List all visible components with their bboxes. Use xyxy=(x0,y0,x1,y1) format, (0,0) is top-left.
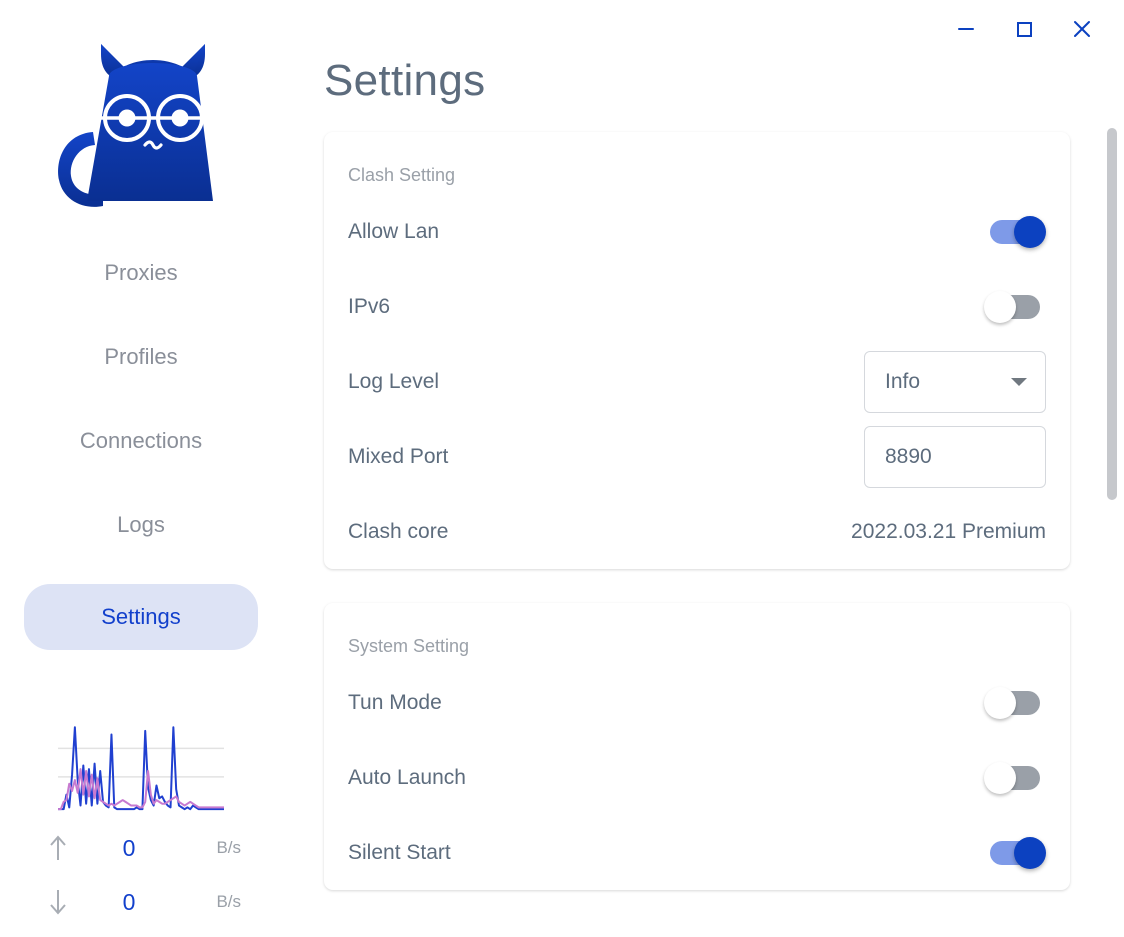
row-label: Allow Lan xyxy=(348,219,440,243)
sidebar-item-label: Proxies xyxy=(104,260,178,285)
row-label: Tun Mode xyxy=(348,690,442,714)
row-label: Auto Launch xyxy=(348,765,466,789)
download-speed-value: 0 xyxy=(122,888,136,915)
clash-cat-logo-icon xyxy=(58,44,213,207)
maximize-icon xyxy=(1017,22,1032,37)
sidebar-item-logs[interactable]: Logs xyxy=(24,500,258,550)
card-title: System Setting xyxy=(348,636,470,656)
minimize-button[interactable] xyxy=(944,9,988,49)
switch-thumb xyxy=(1014,836,1046,869)
upload-speed-unit: B/s xyxy=(216,838,241,857)
row-silent-start: Silent Start xyxy=(348,815,1046,890)
row-log-level: Log Level Info xyxy=(348,344,1046,419)
clash-setting-card: Clash Setting Allow Lan IPv6 Log Level xyxy=(324,132,1070,569)
switch-thumb xyxy=(984,686,1016,719)
silent-start-switch[interactable] xyxy=(984,834,1046,872)
auto-launch-switch[interactable] xyxy=(984,759,1046,797)
sidebar-item-label: Logs xyxy=(117,512,165,537)
row-label: Mixed Port xyxy=(348,444,449,468)
allow-lan-switch[interactable] xyxy=(984,213,1046,251)
sidebar-item-label: Settings xyxy=(101,604,181,629)
log-level-value: Info xyxy=(885,369,921,393)
download-speed-unit: B/s xyxy=(216,892,241,911)
sidebar: Proxies Profiles Connections Logs Settin… xyxy=(0,0,282,937)
close-icon xyxy=(1074,21,1090,37)
traffic-chart xyxy=(58,718,224,813)
row-allow-lan: Allow Lan xyxy=(348,194,1046,269)
row-label: Silent Start xyxy=(348,840,451,864)
upload-stat-row: 0 B/s xyxy=(41,821,241,875)
ipv6-switch[interactable] xyxy=(984,288,1046,326)
mixed-port-input[interactable] xyxy=(864,425,1046,488)
download-stat-row: 0 B/s xyxy=(41,875,241,929)
clash-core-version: 2022.03.21 Premium xyxy=(851,519,1046,543)
sidebar-item-settings[interactable]: Settings xyxy=(24,584,258,650)
traffic-panel: 0 B/s 0 B/s xyxy=(0,718,282,937)
main-content: Settings Clash Setting Allow Lan IPv6 Lo… xyxy=(282,0,1124,937)
switch-thumb xyxy=(984,761,1016,794)
switch-thumb xyxy=(984,290,1016,323)
arrow-up-icon xyxy=(41,833,75,863)
system-setting-card: System Setting Tun Mode Auto Launch Sile… xyxy=(324,603,1070,890)
row-ipv6: IPv6 xyxy=(348,269,1046,344)
row-label: Clash core xyxy=(348,519,449,543)
card-title: Clash Setting xyxy=(348,165,456,185)
sidebar-nav: Proxies Profiles Connections Logs Settin… xyxy=(0,248,282,650)
traffic-chart-svg xyxy=(58,726,224,811)
minimize-icon xyxy=(958,28,974,30)
upload-speed-value: 0 xyxy=(122,834,136,861)
scrollbar[interactable] xyxy=(1106,0,1118,937)
sidebar-item-label: Profiles xyxy=(104,344,178,369)
tun-mode-switch[interactable] xyxy=(984,684,1046,722)
row-label: IPv6 xyxy=(348,294,391,318)
sidebar-item-proxies[interactable]: Proxies xyxy=(24,248,258,298)
close-button[interactable] xyxy=(1060,9,1104,49)
app-logo xyxy=(41,18,241,218)
scrollbar-thumb[interactable] xyxy=(1107,128,1117,500)
title-bar xyxy=(924,0,1124,58)
maximize-button[interactable] xyxy=(1002,9,1046,49)
row-clash-core: Clash core 2022.03.21 Premium xyxy=(348,494,1046,569)
row-label: Log Level xyxy=(348,369,440,393)
row-mixed-port: Mixed Port xyxy=(348,419,1046,494)
row-auto-launch: Auto Launch xyxy=(348,740,1046,815)
sidebar-item-label: Connections xyxy=(79,428,203,453)
log-level-select[interactable]: Info xyxy=(864,350,1046,413)
sidebar-item-connections[interactable]: Connections xyxy=(24,416,258,466)
arrow-down-icon xyxy=(41,887,75,917)
sidebar-item-profiles[interactable]: Profiles xyxy=(24,332,258,382)
page-title: Settings xyxy=(324,56,486,105)
switch-thumb xyxy=(1014,215,1046,248)
row-tun-mode: Tun Mode xyxy=(348,665,1046,740)
chevron-down-icon xyxy=(1011,377,1027,386)
